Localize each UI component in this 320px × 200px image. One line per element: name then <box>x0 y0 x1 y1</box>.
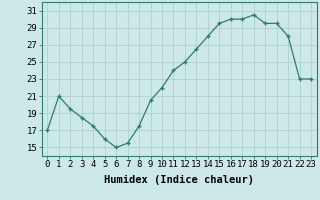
X-axis label: Humidex (Indice chaleur): Humidex (Indice chaleur) <box>104 175 254 185</box>
